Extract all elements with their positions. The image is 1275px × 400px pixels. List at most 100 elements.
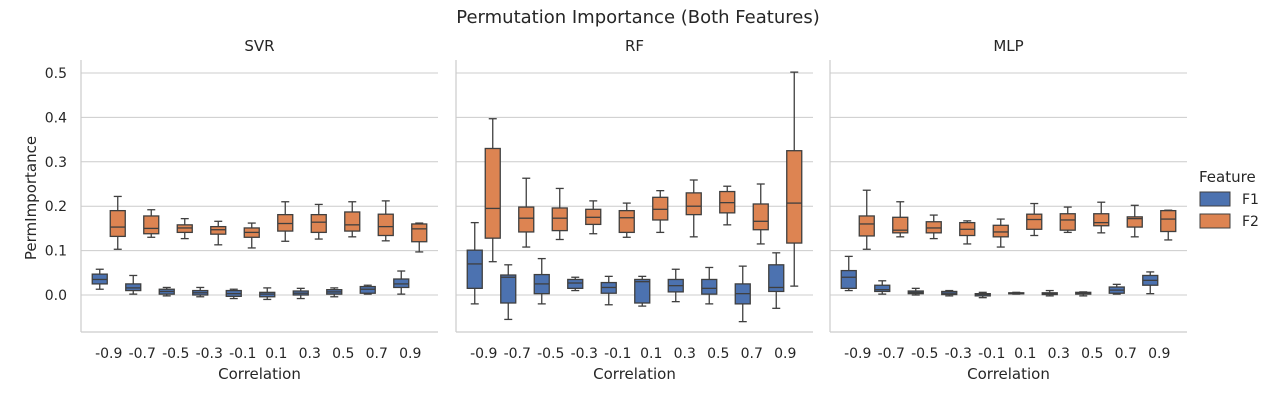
box-body bbox=[786, 150, 803, 244]
x-tick-label: 0.9 bbox=[399, 346, 421, 362]
box-body bbox=[752, 203, 769, 231]
legend-label-f1: F1 bbox=[1242, 192, 1259, 208]
box-body bbox=[1026, 213, 1043, 230]
box-f2 bbox=[377, 200, 394, 242]
box-body bbox=[892, 216, 909, 234]
box-f1 bbox=[734, 265, 751, 323]
x-axis-label: Correlation bbox=[967, 365, 1050, 383]
box-f2 bbox=[176, 217, 193, 240]
y-tick-label: 0.4 bbox=[45, 110, 67, 126]
box-body bbox=[567, 278, 584, 289]
box-f1 bbox=[466, 221, 483, 305]
y-tick-label: 0.3 bbox=[45, 155, 67, 171]
box-f1 bbox=[567, 276, 584, 292]
box-f2 bbox=[143, 209, 160, 238]
box-body bbox=[652, 196, 669, 221]
box-f2 bbox=[551, 187, 568, 241]
legend-swatch-f1 bbox=[1199, 191, 1231, 207]
panel-svr: SVR 0.0 0.1 0.2 0.3 0.4 0.5 -0.9 -0.7 -0.5 -0.3 -0.… bbox=[45, 37, 438, 383]
box-f1 bbox=[768, 252, 785, 309]
x-tick-label: 0.5 bbox=[332, 346, 354, 362]
x-tick-label: -0.9 bbox=[844, 346, 871, 362]
x-axis-label: Correlation bbox=[593, 365, 676, 383]
box-body bbox=[109, 209, 126, 238]
x-tick-label: 0.3 bbox=[299, 346, 321, 362]
box-f1 bbox=[1108, 283, 1125, 295]
x-tick-label: -0.3 bbox=[945, 346, 972, 362]
box-f1 bbox=[941, 289, 958, 297]
x-tick-label: 0.3 bbox=[1048, 346, 1070, 362]
box-body bbox=[377, 213, 394, 237]
box-body bbox=[466, 249, 483, 289]
box-f2 bbox=[652, 190, 669, 234]
x-tick-label: 0.7 bbox=[741, 346, 763, 362]
box-body bbox=[359, 285, 376, 294]
box-f1 bbox=[1008, 291, 1025, 295]
box-f1 bbox=[326, 287, 343, 298]
panel-title: SVR bbox=[244, 37, 274, 55]
box-f2 bbox=[243, 222, 260, 249]
box-f1 bbox=[907, 287, 924, 296]
box-f2 bbox=[1026, 202, 1043, 237]
box-f2 bbox=[858, 189, 875, 250]
y-axis-label: PermImportance bbox=[22, 136, 40, 260]
x-tick-label: -0.9 bbox=[470, 346, 497, 362]
box-f1 bbox=[600, 275, 617, 306]
box-body bbox=[768, 264, 785, 293]
box-f1 bbox=[701, 266, 718, 305]
box-body bbox=[411, 223, 428, 243]
box-body bbox=[210, 225, 227, 235]
box-f2 bbox=[685, 179, 702, 238]
box-f2 bbox=[411, 222, 428, 253]
x-axis-label: Correlation bbox=[218, 365, 301, 383]
box-body bbox=[618, 209, 635, 234]
box-body bbox=[992, 224, 1009, 238]
box-f2 bbox=[752, 183, 769, 245]
x-tick-label: 0.7 bbox=[366, 346, 388, 362]
y-tick-label: 0.2 bbox=[45, 199, 67, 215]
box-f2 bbox=[786, 71, 803, 287]
box-f1 bbox=[1041, 289, 1058, 297]
x-tick-label: 0.3 bbox=[674, 346, 696, 362]
box-body bbox=[634, 278, 651, 304]
box-f1 bbox=[158, 286, 175, 297]
panel-mlp: MLP -0.9 -0.7 -0.5 -0.3 -0.1 0.1 0.3 0.5 0.7 0.9 Co… bbox=[829, 37, 1187, 383]
box-body bbox=[1059, 213, 1076, 231]
x-tick-label: 0.5 bbox=[707, 346, 729, 362]
x-tick-label: -0.3 bbox=[196, 346, 223, 362]
box-f1 bbox=[840, 255, 857, 292]
x-tick-label: -0.5 bbox=[537, 346, 564, 362]
box-body bbox=[1160, 209, 1177, 233]
box-f2 bbox=[618, 202, 635, 238]
legend-title: Feature bbox=[1199, 168, 1256, 186]
box-body bbox=[176, 224, 193, 234]
box-body bbox=[685, 192, 702, 216]
x-tick-label: -0.7 bbox=[878, 346, 905, 362]
panel-rf: RF -0.9 -0.7 -0.5 -0.3 -0.1 0.1 0.3 0.5 0.7 0.9 Cor… bbox=[455, 37, 813, 383]
chart-title: Permutation Importance (Both Features) bbox=[456, 7, 819, 28]
box-f2 bbox=[1126, 204, 1143, 238]
box-body bbox=[277, 213, 294, 232]
box-body bbox=[393, 278, 410, 289]
x-tick-label: -0.7 bbox=[129, 346, 156, 362]
x-tick-label: 0.1 bbox=[1014, 346, 1036, 362]
box-body bbox=[701, 278, 718, 295]
box-f2 bbox=[277, 201, 294, 242]
box-body bbox=[344, 211, 361, 232]
x-tick-label: -0.5 bbox=[911, 346, 938, 362]
x-tick-label: 0.5 bbox=[1081, 346, 1103, 362]
y-tick-label: 0.0 bbox=[45, 288, 67, 304]
x-tick-label: 0.9 bbox=[1148, 346, 1170, 362]
panels: SVR 0.0 0.1 0.2 0.3 0.4 0.5 -0.9 -0.7 -0.5 -0.3 -0.… bbox=[45, 37, 1187, 383]
box-f1 bbox=[393, 270, 410, 295]
box-f2 bbox=[210, 220, 227, 246]
x-tick-label: -0.9 bbox=[95, 346, 122, 362]
box-f1 bbox=[192, 286, 209, 298]
box-body bbox=[484, 147, 501, 239]
box-f2 bbox=[1093, 201, 1110, 234]
x-tick-label: 0.1 bbox=[640, 346, 662, 362]
box-f2 bbox=[310, 203, 327, 240]
y-tick-label: 0.5 bbox=[45, 66, 67, 82]
